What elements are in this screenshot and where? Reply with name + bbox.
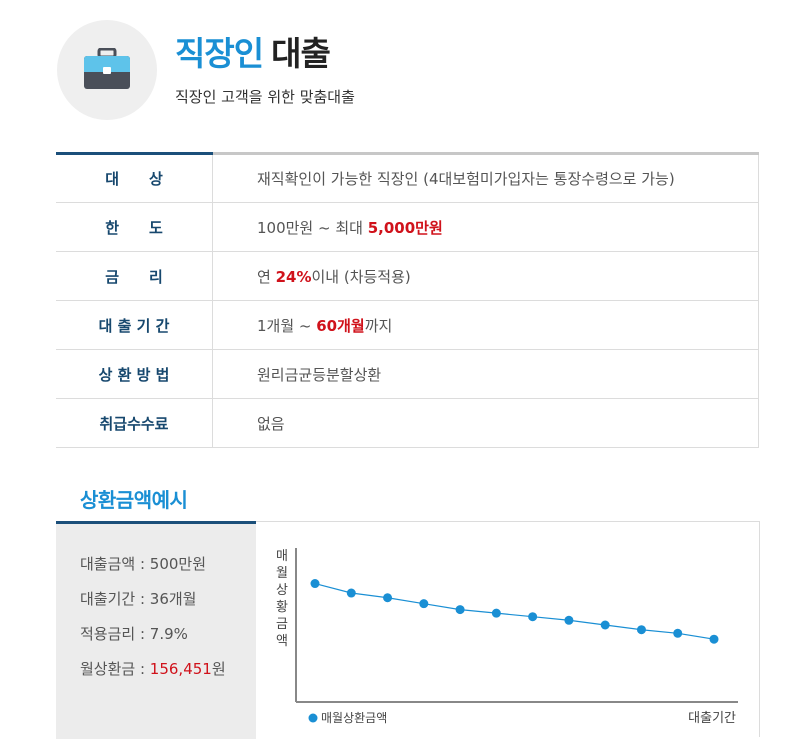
chart-ylabel-char: 월: [276, 565, 288, 580]
data-point: [673, 628, 683, 638]
data-point: [491, 608, 501, 618]
info-value: 원리금균등분할상환: [212, 349, 759, 399]
info-value-highlight: 24%: [275, 267, 312, 286]
title-part1: 직장인: [175, 34, 264, 73]
rate-text: 적용금리 : 7.9%: [80, 625, 188, 643]
info-value-text: 원리금균등분할상환: [257, 365, 382, 384]
loan-period-text: 대출기간 : 36개월: [80, 590, 197, 608]
info-value-text: 이내 (차등적용): [311, 267, 411, 286]
chart-ylabel-char: 황: [276, 599, 288, 614]
info-label: 금 리: [56, 251, 213, 301]
info-row: 대 출 기 간 1개월 ~ 60개월까지: [56, 300, 759, 350]
page-subtitle: 직장인 고객을 위한 맞춤대출: [175, 88, 355, 106]
chart-ylabel-char: 금: [276, 616, 288, 631]
info-value: 연 24%이내 (차등적용): [212, 251, 759, 301]
data-point: [636, 625, 646, 635]
header-icon-circle: [57, 20, 157, 120]
briefcase-icon: [84, 48, 130, 89]
info-value-highlight: 5,000만원: [367, 218, 443, 237]
data-point: [383, 593, 393, 603]
legend-label: 매월상환금액: [321, 711, 387, 725]
loan-info-table: 대 상 재직확인이 가능한 직장인 (4대보험미가입자는 통장수령으로 가능) 한 …: [56, 152, 759, 448]
info-value-text: 1개월 ~: [257, 316, 317, 335]
info-value-highlight: 60개월: [316, 316, 365, 335]
monthly-payment-label: 월상환금 :: [80, 660, 150, 678]
page-title: 직장인 대출: [175, 34, 331, 74]
info-row: 상 환 방 법 원리금균등분할상환: [56, 349, 759, 399]
series-line: [314, 582, 715, 640]
data-point: [419, 599, 429, 609]
info-row: 대 상 재직확인이 가능한 직장인 (4대보험미가입자는 통장수령으로 가능): [56, 152, 759, 203]
info-label: 대 출 기 간: [56, 300, 213, 350]
info-value: 재직확인이 가능한 직장인 (4대보험미가입자는 통장수령으로 가능): [212, 152, 759, 203]
title-part2: 대출: [271, 34, 331, 73]
repayment-summary: 대출금액 : 500만원 대출기간 : 36개월 적용금리 : 7.9% 월상환…: [56, 521, 256, 739]
info-value-text: 까지: [364, 316, 393, 335]
chart-ylabel-char: 상: [276, 582, 288, 597]
repayment-example-panel: 대출금액 : 500만원 대출기간 : 36개월 적용금리 : 7.9% 월상환…: [56, 521, 760, 739]
info-label: 대 상: [56, 152, 213, 203]
data-point: [455, 605, 465, 615]
chart-ylabel-char: 매: [276, 548, 288, 563]
legend-marker: [308, 713, 318, 723]
info-label: 한 도: [56, 202, 213, 252]
loan-amount-text: 대출금액 : 500만원: [80, 555, 207, 573]
data-point: [528, 612, 538, 622]
chart-xlabel: 대출기간: [688, 710, 736, 725]
info-row: 한 도 100만원 ~ 최대 5,000만원: [56, 202, 759, 252]
info-row: 취급수수료 없음: [56, 398, 759, 448]
chart-ylabel-char: 액: [276, 633, 288, 648]
info-value-text: 재직확인이 가능한 직장인 (4대보험미가입자는 통장수령으로 가능): [257, 170, 675, 188]
example-section-title: 상환금액예시: [80, 488, 188, 512]
data-point: [564, 615, 574, 625]
info-value: 1개월 ~ 60개월까지: [212, 300, 759, 350]
info-value: 없음: [212, 398, 759, 448]
monthly-payment-value: 156,451: [149, 660, 212, 678]
info-value-text: 없음: [257, 414, 285, 433]
data-point: [310, 579, 320, 589]
monthly-payment-text: 월상환금 : 156,451원: [80, 658, 226, 679]
info-value: 100만원 ~ 최대 5,000만원: [212, 202, 759, 252]
info-value-text: 연: [257, 267, 276, 286]
data-point: [600, 620, 610, 630]
data-point: [346, 588, 356, 598]
info-label: 취급수수료: [56, 398, 213, 448]
info-value-text: 100만원 ~ 최대: [257, 218, 368, 237]
monthly-payment-unit: 원: [211, 660, 226, 678]
info-label: 상 환 방 법: [56, 349, 213, 399]
data-point: [709, 634, 719, 644]
